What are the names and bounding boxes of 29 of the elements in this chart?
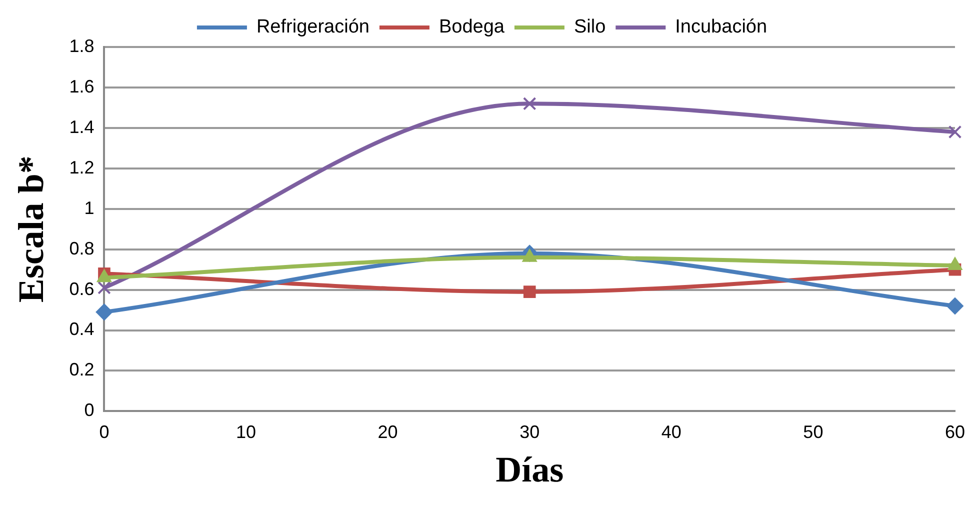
legend-label: Incubación (675, 16, 768, 38)
y-tick-label: 0.4 (69, 319, 94, 340)
y-tick-label: 0.8 (69, 238, 94, 258)
y-tick-label: 0.2 (69, 360, 94, 380)
x-tick-label: 0 (99, 422, 110, 442)
x-axis-title: Días (496, 450, 564, 490)
y-tick-label: 0.6 (69, 278, 94, 299)
legend-label: Bodega (438, 16, 505, 38)
y-tick-label: 1.6 (69, 76, 94, 96)
x-tick-label: 40 (661, 422, 682, 442)
y-tick-label: 1.4 (69, 116, 94, 137)
y-axis-title: Escala b* (10, 156, 51, 303)
x-tick-label: 10 (236, 422, 256, 442)
point (522, 96, 536, 110)
y-tick-label: 0 (84, 400, 94, 420)
point (98, 281, 111, 294)
x-tick-label: 50 (803, 422, 824, 442)
point (948, 125, 962, 139)
y-tick-label: 1.2 (69, 157, 94, 178)
legend-label: Refrigeración (256, 16, 370, 38)
point (946, 297, 964, 314)
x-tick-label: 60 (944, 422, 966, 442)
legend-label: Silo (574, 16, 606, 38)
point (96, 304, 113, 321)
y-tick-label: 1.8 (69, 36, 94, 56)
x-tick-label: 20 (378, 422, 398, 442)
x-tick-label: 30 (520, 422, 540, 442)
y-tick-label: 1 (84, 198, 94, 218)
point (523, 286, 536, 298)
